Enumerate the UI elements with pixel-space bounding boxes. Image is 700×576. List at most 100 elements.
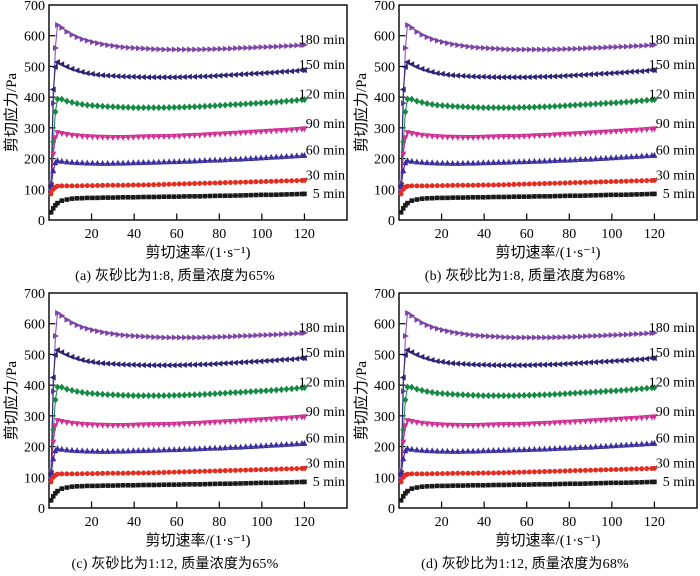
x-tick-label: 100 <box>601 227 622 242</box>
chart-c-caption: (c) 灰砂比为1:12, 质量浓度为65% <box>71 557 279 572</box>
series-label-120-min: 120 min <box>649 88 695 103</box>
series-label-90-min: 90 min <box>306 117 345 132</box>
y-tick-label: 700 <box>374 0 395 14</box>
x-tick-label: 60 <box>520 515 534 530</box>
chart-d-caption: (d) 灰砂比为1:12, 质量浓度为68% <box>421 557 629 572</box>
series-180-min <box>398 22 658 187</box>
x-axis-title: 剪切速率/(1·s⁻¹) <box>146 244 251 261</box>
series-5-min <box>398 479 657 503</box>
y-tick-label: 300 <box>24 122 45 137</box>
series-120-min <box>398 383 658 481</box>
series-180-min <box>48 22 308 187</box>
series-label-150-min: 150 min <box>299 346 345 361</box>
x-axis-title: 剪切速率/(1·s⁻¹) <box>146 532 251 549</box>
y-tick-label: 300 <box>374 122 395 137</box>
series-label-120-min: 120 min <box>299 376 345 391</box>
y-tick-label: 400 <box>24 379 45 394</box>
x-axis-title: 剪切速率/(1·s⁻¹) <box>496 532 601 549</box>
y-tick-label: 600 <box>374 30 395 45</box>
y-tick-label: 100 <box>374 471 395 486</box>
y-tick-label: 500 <box>24 348 45 363</box>
series-label-5-min: 5 min <box>663 187 695 202</box>
y-tick-label: 700 <box>374 288 395 302</box>
y-tick-label: 200 <box>374 441 395 456</box>
y-tick-label: 100 <box>24 183 45 198</box>
series-90-min <box>48 414 308 483</box>
series-label-90-min: 90 min <box>306 405 345 420</box>
plot-frame <box>398 292 698 509</box>
series-180-min <box>398 310 658 475</box>
series-label-180-min: 180 min <box>649 33 695 48</box>
y-tick-label: 100 <box>374 183 395 198</box>
x-axis: 20 40 60 80 100 120 <box>435 501 665 530</box>
series-label-180-min: 180 min <box>299 33 345 48</box>
x-tick-label: 100 <box>251 515 272 530</box>
chart-a-caption: (a) 灰砂比为1:8, 质量浓度为65% <box>75 269 275 284</box>
series-60-min <box>398 151 658 190</box>
y-tick-label: 300 <box>374 410 395 425</box>
series-30-min <box>398 465 657 485</box>
series-label-150-min: 150 min <box>649 58 695 73</box>
x-tick-label: 120 <box>294 227 315 242</box>
x-tick-label: 100 <box>251 227 272 242</box>
series-label-30-min: 30 min <box>306 168 345 183</box>
y-tick-label: 0 <box>388 214 395 229</box>
y-tick-label: 400 <box>374 91 395 106</box>
series-label-150-min: 150 min <box>299 58 345 73</box>
series-90-min <box>398 414 658 483</box>
series-label-5-min: 5 min <box>313 187 345 202</box>
y-tick-label: 200 <box>374 153 395 168</box>
chart-panel-a: 20 40 60 80 100 120 0 100 200 300 400 500 600 700 剪切速率… <box>0 0 350 288</box>
y-tick-label: 200 <box>24 441 45 456</box>
plot-frame <box>48 292 348 509</box>
y-tick-label: 200 <box>24 153 45 168</box>
x-axis: 20 40 60 80 100 120 <box>85 501 315 530</box>
y-tick-label: 600 <box>374 318 395 333</box>
series-90-min <box>48 126 308 195</box>
series-label-30-min: 30 min <box>656 456 695 471</box>
series-label-30-min: 30 min <box>656 168 695 183</box>
x-tick-label: 80 <box>562 227 576 242</box>
y-tick-label: 0 <box>38 214 45 229</box>
chart-b-caption: (b) 灰砂比为1:8, 质量浓度为68% <box>424 269 626 284</box>
series-label-60-min: 60 min <box>306 144 345 159</box>
y-tick-label: 0 <box>38 502 45 517</box>
y-axis: 0 100 200 300 400 500 600 700 <box>374 288 406 517</box>
series-150-min <box>397 59 657 189</box>
x-tick-label: 60 <box>520 227 534 242</box>
series-90-min <box>398 126 658 195</box>
x-tick-label: 20 <box>85 515 99 530</box>
series-label-60-min: 60 min <box>306 432 345 447</box>
series-label-5-min: 5 min <box>663 475 695 490</box>
y-tick-label: 500 <box>374 348 395 363</box>
series-5-min <box>48 191 307 215</box>
plot-frame <box>48 4 348 221</box>
series-120-min <box>398 95 658 193</box>
x-tick-label: 80 <box>212 227 226 242</box>
series-label-60-min: 60 min <box>656 432 695 447</box>
x-tick-label: 20 <box>85 227 99 242</box>
x-tick-label: 60 <box>170 227 184 242</box>
chart-b-svg: 20 40 60 80 100 120 0 100 200 300 400 500 600 700 剪切速率… <box>352 0 698 261</box>
chart-c-svg: 20 40 60 80 100 120 0 100 200 300 400 500 600 700 剪切速率… <box>2 288 348 549</box>
y-tick-label: 400 <box>374 379 395 394</box>
x-tick-label: 80 <box>562 515 576 530</box>
series-120-min <box>48 95 308 193</box>
x-tick-label: 80 <box>212 515 226 530</box>
series-label-5-min: 5 min <box>313 475 345 490</box>
y-tick-label: 300 <box>24 410 45 425</box>
y-tick-label: 0 <box>388 502 395 517</box>
series-5-min <box>48 479 307 503</box>
series-label-180-min: 180 min <box>649 321 695 336</box>
y-tick-label: 600 <box>24 30 45 45</box>
chart-panel-c: 20 40 60 80 100 120 0 100 200 300 400 500 600 700 剪切速率… <box>0 288 350 576</box>
y-axis: 0 100 200 300 400 500 600 700 <box>374 0 406 229</box>
chart-panel-b: 20 40 60 80 100 120 0 100 200 300 400 500 600 700 剪切速率… <box>350 0 700 288</box>
y-tick-label: 500 <box>374 60 395 75</box>
chart-a-svg: 20 40 60 80 100 120 0 100 200 300 400 500 600 700 剪切速率… <box>2 0 348 261</box>
series-30-min <box>48 177 307 197</box>
x-tick-label: 120 <box>294 515 315 530</box>
series-60-min <box>48 439 308 478</box>
x-axis: 20 40 60 80 100 120 <box>435 213 665 242</box>
